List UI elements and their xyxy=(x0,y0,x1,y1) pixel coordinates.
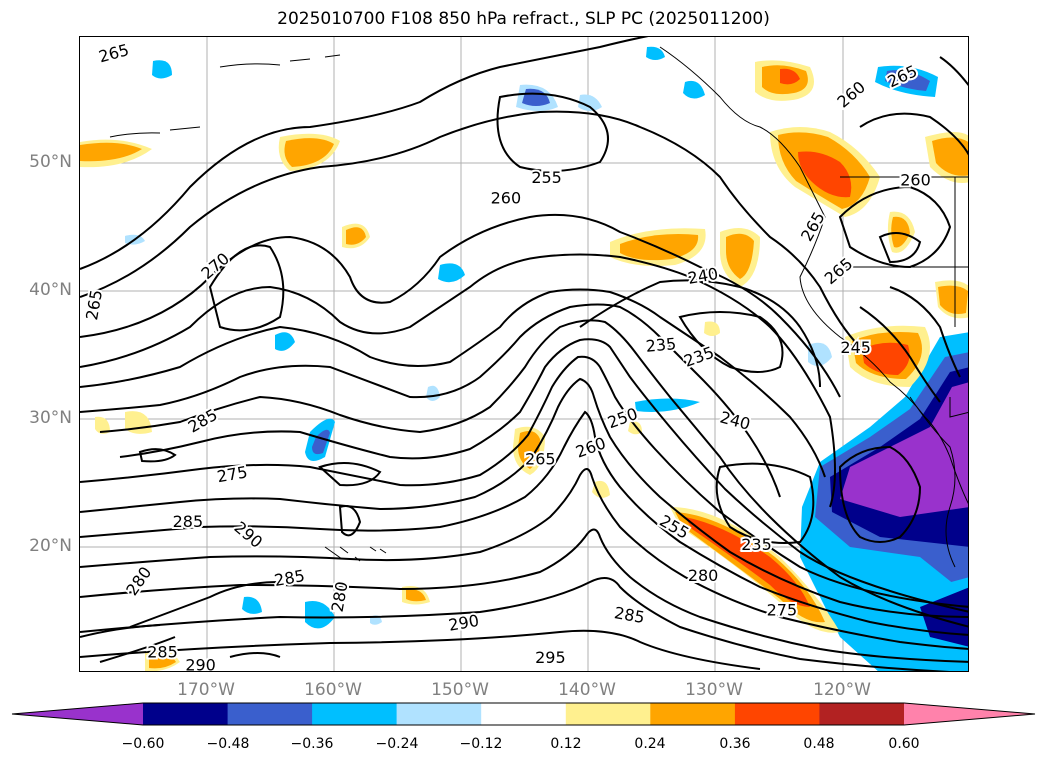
colorbar-extend-low xyxy=(12,703,143,725)
contour-label: 235 xyxy=(645,334,677,356)
contour-label: 285 xyxy=(147,643,178,662)
colorbar-tick: −0.48 xyxy=(206,736,250,752)
colorbar-swatch xyxy=(565,703,651,725)
contour-label: 260 xyxy=(491,188,522,207)
colorbar-swatch xyxy=(312,703,398,725)
colorbar-swatch xyxy=(143,703,228,725)
lon-label: 160°W xyxy=(304,680,362,700)
lat-label: 40°N xyxy=(29,280,72,300)
colorbar-tick: 0.24 xyxy=(634,736,666,752)
lat-label: 30°N xyxy=(29,408,72,428)
colorbar-tick: 0.48 xyxy=(803,736,835,752)
colorbar-swatch xyxy=(481,703,567,725)
contour-label: 265 xyxy=(97,40,131,66)
lat-label: 50°N xyxy=(29,152,72,172)
contour-label: 265 xyxy=(82,288,106,321)
contour-label: 235 xyxy=(741,535,772,554)
contour-label: 280 xyxy=(328,580,352,613)
colorbar-swatch xyxy=(227,703,313,725)
colorbar-swatch xyxy=(650,703,736,725)
contour-label: 275 xyxy=(767,601,798,620)
colorbar-tick: 0.60 xyxy=(888,736,920,752)
contour-label: 270 xyxy=(197,249,233,283)
contour-label: 255 xyxy=(531,168,562,187)
contour-label: 245 xyxy=(840,338,871,357)
colorbar-swatch xyxy=(734,703,820,725)
lat-label: 20°N xyxy=(29,536,72,556)
lon-label: 120°W xyxy=(813,680,871,700)
contour-label: 235 xyxy=(681,343,716,371)
contour-label: 260 xyxy=(833,77,869,111)
contour-label: 295 xyxy=(535,648,566,667)
colorbar-tick: −0.12 xyxy=(459,736,503,752)
colorbar-swatch xyxy=(396,703,482,725)
contour-label: 260 xyxy=(573,433,608,461)
map-title: 2025010700 F108 850 hPa refract., SLP PC… xyxy=(277,9,770,29)
contour-label: 240 xyxy=(718,408,752,434)
colorbar-tick: −0.36 xyxy=(290,736,334,752)
lon-label: 150°W xyxy=(431,680,489,700)
contour-label: 265 xyxy=(821,254,857,288)
map-panel: 265 255 260 270 265 240 235 235 250 240 260 265 285 2… xyxy=(79,36,969,672)
lon-label: 130°W xyxy=(685,680,743,700)
contour-label: 290 xyxy=(447,611,480,635)
contour-label: 260 xyxy=(900,170,931,189)
colorbar-tick: 0.36 xyxy=(719,736,751,752)
contour-label: 290 xyxy=(185,656,216,673)
contour-label: 265 xyxy=(525,450,556,469)
colorbar-swatch xyxy=(819,703,905,725)
contour-label: 280 xyxy=(688,566,719,585)
slp-contours xyxy=(80,37,968,671)
colorbar xyxy=(11,702,1036,726)
contour-label: 275 xyxy=(216,462,249,486)
colorbar-tick: −0.60 xyxy=(121,736,165,752)
contour-label: 285 xyxy=(173,512,204,531)
lon-label: 170°W xyxy=(177,680,235,700)
lon-label: 140°W xyxy=(558,680,616,700)
colorbar-extend-high xyxy=(904,703,1035,725)
contour-label: 285 xyxy=(613,603,646,627)
colorbar-tick: −0.24 xyxy=(375,736,419,752)
colorbar-tick: 0.12 xyxy=(550,736,582,752)
